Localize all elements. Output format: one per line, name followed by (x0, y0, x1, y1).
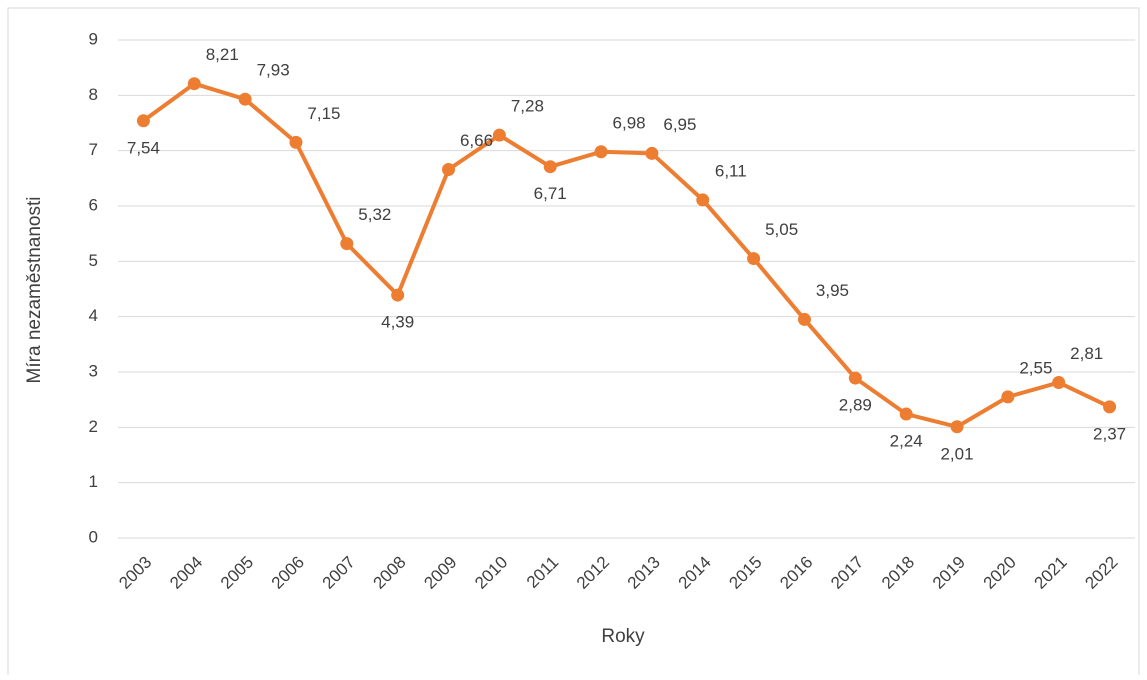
marker (899, 407, 913, 421)
marker (442, 162, 456, 176)
x-tick-label: 2016 (776, 553, 816, 593)
x-tick-label: 2014 (675, 553, 715, 593)
data-label: 5,32 (358, 205, 391, 224)
chart-frame (7, 7, 1140, 680)
x-tick-label: 2012 (573, 553, 613, 593)
x-tick-label: 2003 (115, 553, 155, 593)
y-tick-label: 4 (89, 306, 98, 325)
y-tick-label: 3 (89, 361, 98, 380)
marker (1052, 376, 1066, 390)
x-axis-label: Roky (601, 626, 645, 647)
data-label: 6,98 (613, 113, 646, 132)
data-label: 3,95 (816, 281, 849, 300)
x-tick-label: 2004 (166, 553, 206, 593)
x-tick-label: 2006 (268, 553, 308, 593)
data-label: 7,15 (307, 104, 340, 123)
marker (391, 288, 405, 302)
marker (1001, 390, 1015, 404)
x-tick-label: 2005 (217, 553, 257, 593)
data-label: 7,28 (511, 97, 544, 116)
marker (543, 160, 557, 174)
data-label: 6,11 (715, 161, 747, 180)
y-tick-label: 2 (89, 417, 98, 436)
data-label: 6,95 (663, 115, 696, 134)
y-tick-label: 0 (89, 527, 98, 546)
y-tick-label: 1 (89, 472, 98, 491)
x-tick-label: 2011 (523, 553, 562, 592)
marker (848, 371, 862, 385)
y-tick-label: 9 (89, 29, 98, 48)
data-label: 6,66 (460, 131, 493, 150)
data-label: 2,89 (839, 396, 872, 415)
x-tick-label: 2010 (471, 553, 511, 593)
marker (747, 252, 761, 266)
marker (340, 237, 354, 251)
y-axis-label: Míra nezaměstnanosti (24, 197, 45, 384)
x-tick-label: 2020 (980, 553, 1020, 593)
marker (645, 146, 659, 160)
data-label: 2,37 (1093, 424, 1126, 443)
x-tick-label: 2015 (725, 553, 765, 593)
data-label: 2,24 (890, 432, 923, 451)
marker (238, 92, 252, 106)
y-tick-label: 7 (89, 140, 98, 159)
y-tick-label: 6 (89, 195, 98, 214)
x-tick-label: 2018 (878, 553, 918, 593)
marker (289, 135, 303, 149)
data-label: 7,93 (257, 61, 290, 80)
x-tick-label: 2021 (1031, 553, 1071, 593)
marker (950, 420, 964, 434)
data-label: 8,21 (206, 45, 239, 64)
line (142, 81, 1111, 429)
marker (492, 128, 506, 142)
y-tick-label: 8 (89, 85, 98, 104)
marker (797, 312, 811, 326)
x-tick-label: 2008 (369, 553, 409, 593)
x-tick-label: 2022 (1081, 553, 1121, 593)
data-label: 4,39 (381, 313, 414, 332)
y-tick-label: 5 (89, 251, 98, 270)
x-tick-label: 2013 (624, 553, 664, 593)
data-label: 6,71 (534, 184, 567, 203)
data-label: 5,05 (765, 220, 798, 239)
data-label: 2,55 (1019, 358, 1052, 377)
data-label: 7,54 (127, 138, 160, 157)
marker (1103, 400, 1117, 414)
marker (187, 77, 201, 91)
marker (594, 145, 608, 159)
data-label: 2,01 (940, 444, 973, 463)
x-tick-label: 2007 (319, 553, 359, 593)
x-tick-label: 2009 (420, 553, 460, 593)
marker (136, 114, 150, 128)
x-tick-label: 2017 (827, 553, 867, 593)
marker (696, 193, 710, 207)
data-label: 2,81 (1070, 344, 1103, 363)
x-tick-label: 2019 (929, 553, 969, 593)
